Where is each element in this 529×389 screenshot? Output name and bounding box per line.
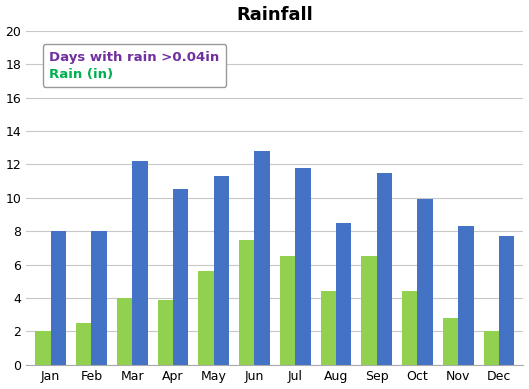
Bar — [402, 291, 417, 365]
Bar — [295, 168, 311, 365]
Bar — [117, 298, 132, 365]
Bar — [443, 318, 458, 365]
Bar — [361, 256, 377, 365]
Bar — [51, 231, 66, 365]
Bar — [214, 176, 229, 365]
Bar — [321, 291, 336, 365]
Bar — [173, 189, 188, 365]
Title: Rainfall: Rainfall — [236, 5, 313, 24]
Bar — [158, 300, 173, 365]
Bar — [458, 226, 474, 365]
Legend: Days with rain >0.04in, Rain (in): Days with rain >0.04in, Rain (in) — [43, 44, 226, 87]
Bar — [417, 200, 433, 365]
Bar — [377, 173, 392, 365]
Bar — [484, 331, 499, 365]
Bar — [239, 240, 254, 365]
Bar — [280, 256, 295, 365]
Bar — [198, 271, 214, 365]
Bar — [35, 331, 51, 365]
Bar — [254, 151, 270, 365]
Bar — [336, 223, 351, 365]
Bar — [499, 236, 515, 365]
Bar — [132, 161, 148, 365]
Bar — [76, 323, 92, 365]
Bar — [92, 231, 107, 365]
